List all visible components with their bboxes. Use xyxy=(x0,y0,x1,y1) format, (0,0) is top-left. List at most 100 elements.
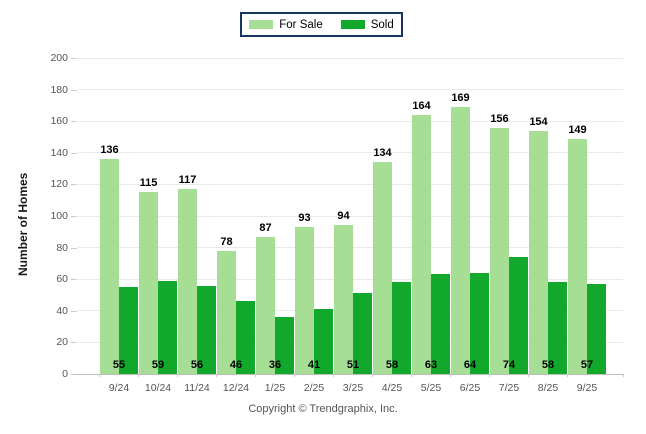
sold-value-label: 59 xyxy=(151,359,165,371)
sold-bar xyxy=(197,285,216,374)
y-tick-label: 0 xyxy=(62,368,68,380)
copyright-text: Copyright © Trendgraphix, Inc. xyxy=(248,403,398,415)
sold-value-label: 57 xyxy=(580,359,594,371)
for-sale-bar xyxy=(451,106,470,374)
y-tick-mark xyxy=(71,247,77,249)
for-sale-bar xyxy=(100,159,119,374)
sold-value-label: 74 xyxy=(502,359,516,371)
gridline xyxy=(78,215,623,217)
x-tick-mark xyxy=(410,374,412,377)
for-sale-bar xyxy=(178,189,197,374)
x-axis-label: 11/24 xyxy=(184,382,210,394)
sold-bar xyxy=(119,287,138,374)
for-sale-bar xyxy=(412,114,431,374)
y-tick-label: 180 xyxy=(50,83,68,96)
y-tick-mark xyxy=(71,121,77,123)
x-axis-label: 2/25 xyxy=(303,382,325,394)
for-sale-value-label: 78 xyxy=(220,235,233,248)
x-axis-label: 7/25 xyxy=(498,382,520,394)
y-tick-mark xyxy=(71,184,77,186)
y-tick-label: 140 xyxy=(50,146,68,159)
for-sale-value-label: 154 xyxy=(529,115,548,128)
x-tick-mark xyxy=(622,374,624,377)
sold-value-label: 36 xyxy=(268,359,282,371)
x-axis-label: 8/25 xyxy=(537,382,559,394)
y-tick-label: 80 xyxy=(56,241,68,254)
plot-area: 136 55 115 59 117 56 78 46 87 36 93 41 94 51 134 58 164 6… xyxy=(72,57,624,377)
for-sale-bar xyxy=(373,162,392,374)
gridline xyxy=(78,183,623,185)
for-sale-bar xyxy=(529,130,548,374)
for-sale-value-label: 93 xyxy=(298,212,311,225)
x-axis-label: 1/25 xyxy=(264,382,286,394)
x-axis-label: 6/25 xyxy=(459,382,481,394)
x-tick-mark xyxy=(332,374,334,377)
sold-bar xyxy=(158,280,177,374)
legend-label-sold: Sold xyxy=(370,18,394,31)
x-tick-mark xyxy=(293,374,295,377)
sold-bar xyxy=(509,257,528,374)
sold-value-label: 51 xyxy=(346,359,360,371)
sold-swatch xyxy=(340,20,365,29)
x-tick-mark xyxy=(215,374,217,377)
sold-value-label: 58 xyxy=(385,359,399,371)
sold-value-label: 41 xyxy=(307,359,321,371)
gridline xyxy=(78,120,623,122)
sold-bar xyxy=(314,309,333,374)
for-sale-value-label: 94 xyxy=(337,210,350,223)
sold-value-label: 46 xyxy=(229,359,243,371)
y-tick-label: 120 xyxy=(50,178,68,191)
for-sale-value-label: 156 xyxy=(490,112,509,125)
y-tick-mark xyxy=(71,374,77,375)
x-axis-label: 4/25 xyxy=(381,382,403,394)
gridline xyxy=(78,89,623,91)
for-sale-value-label: 136 xyxy=(100,144,119,157)
sold-bar xyxy=(470,272,489,374)
legend-item-sold: Sold xyxy=(340,18,394,31)
for-sale-bar xyxy=(295,227,314,374)
for-sale-value-label: 164 xyxy=(412,99,431,112)
sold-value-label: 64 xyxy=(463,359,477,371)
legend-label-for-sale: For Sale xyxy=(279,18,323,31)
for-sale-bar xyxy=(334,225,353,374)
y-tick-label: 200 xyxy=(50,52,68,64)
x-axis-label: 9/24 xyxy=(108,382,130,394)
sold-bar xyxy=(275,317,294,374)
for-sale-value-label: 115 xyxy=(139,177,158,190)
for-sale-bar xyxy=(568,138,587,374)
for-sale-bar xyxy=(490,127,509,374)
sold-bar xyxy=(548,282,567,374)
sold-value-label: 63 xyxy=(424,359,438,371)
for-sale-bar xyxy=(217,250,236,374)
x-axis-line xyxy=(72,374,624,375)
for-sale-bar xyxy=(139,192,158,374)
sold-bar xyxy=(587,283,606,374)
sold-value-label: 58 xyxy=(541,359,555,371)
x-axis-label: 9/25 xyxy=(576,382,598,394)
y-tick-mark xyxy=(71,342,77,344)
legend: For Sale Sold xyxy=(240,12,403,37)
sold-bar xyxy=(353,293,372,374)
y-tick-mark xyxy=(71,152,77,154)
x-axis-label: 3/25 xyxy=(342,382,364,394)
x-axis-label: 5/25 xyxy=(420,382,442,394)
x-axis-label: 10/24 xyxy=(144,382,172,394)
sold-value-label: 56 xyxy=(190,359,204,371)
sold-value-label: 55 xyxy=(112,359,126,371)
sold-bar xyxy=(431,274,450,374)
y-tick-mark xyxy=(71,216,77,217)
for-sale-value-label: 134 xyxy=(373,147,392,160)
for-sale-value-label: 87 xyxy=(259,221,272,234)
x-tick-mark xyxy=(449,374,451,377)
y-tick-mark xyxy=(71,89,77,91)
sold-bar xyxy=(392,282,411,374)
y-tick-label: 40 xyxy=(56,304,68,317)
for-sale-value-label: 117 xyxy=(178,174,197,187)
x-tick-mark xyxy=(566,374,568,377)
gridline xyxy=(78,57,623,59)
y-tick-label: 100 xyxy=(50,210,68,222)
for-sale-value-label: 149 xyxy=(568,123,587,136)
sold-bar xyxy=(236,301,255,374)
y-tick-label: 20 xyxy=(56,336,68,349)
x-tick-mark xyxy=(98,374,100,377)
